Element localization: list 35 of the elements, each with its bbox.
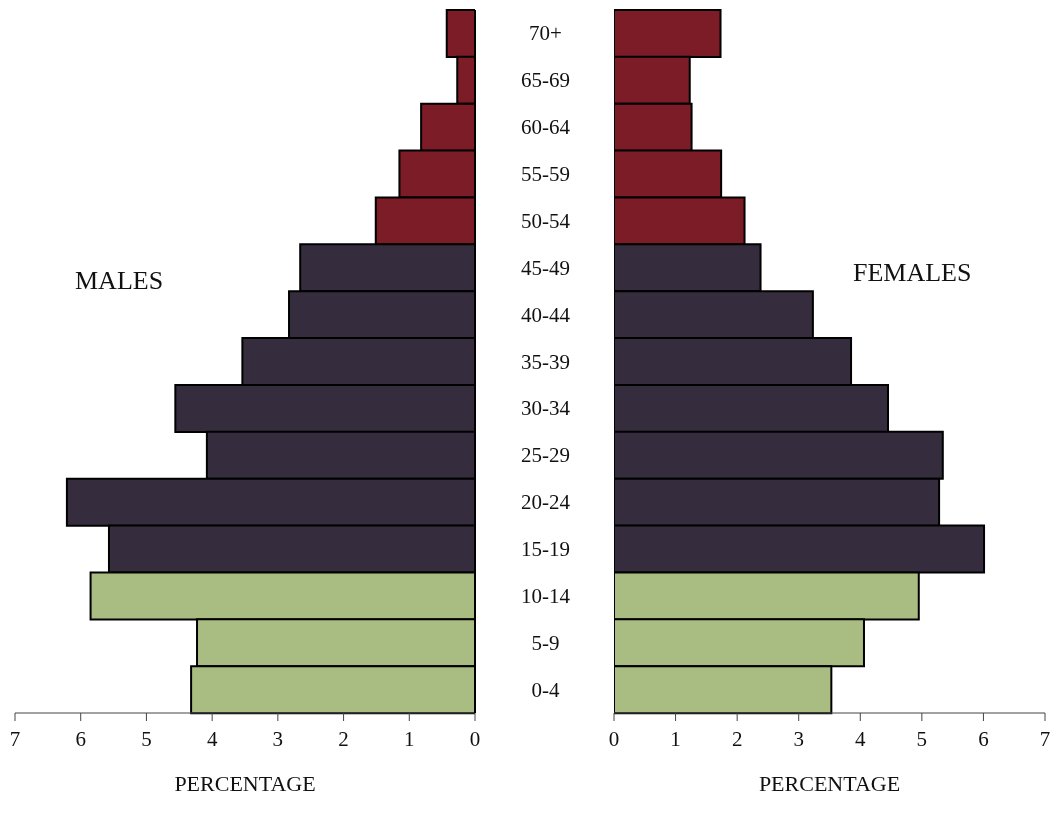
y-tick-label: 20-24 [521,490,571,515]
y-tick-label: 65-69 [521,68,570,93]
x-tick-label: 6 [75,726,86,751]
x-tick-label: 1 [404,726,415,751]
x-axis-title: PERCENTAGE [174,771,316,796]
x-tick-label: 2 [338,726,349,751]
x-tick-label: 5 [141,726,152,751]
y-tick-label: 60-64 [521,115,571,140]
y-tick-label: 30-34 [521,396,571,421]
x-tick-label: 3 [793,726,804,751]
y-tick-label: 70+ [529,21,562,46]
y-tick-label: 0-4 [531,677,560,702]
x-tick-label: 4 [206,726,218,751]
x-tick-label: 3 [272,726,284,751]
x-tick-label: 2 [731,726,743,751]
x-tick-label: 0 [469,726,481,751]
y-tick-label: 35-39 [521,349,570,374]
annotation: FEMALES [853,258,972,288]
y-tick-label: 45-49 [521,255,570,280]
y-tick-label: 25-29 [521,443,570,468]
y-tick-label: 50-54 [521,208,571,233]
x-tick-label: 7 [1039,726,1051,751]
x-tick-label: 5 [916,726,928,751]
x-axis-title: PERCENTAGE [758,771,901,796]
x-tick-label: 1 [670,726,681,751]
annotation: MALES [75,266,164,296]
x-tick-label: 6 [978,726,989,751]
x-tick-label: 7 [9,726,21,751]
y-tick-label: 10-14 [521,583,571,608]
y-tick-label: 55-59 [521,162,570,187]
x-tick-label: 4 [855,726,867,751]
y-tick-label: 40-44 [521,302,571,327]
y-tick-label: 15-19 [521,536,570,561]
y-tick-label: 5-9 [531,630,560,655]
x-tick-label: 0 [608,726,620,751]
